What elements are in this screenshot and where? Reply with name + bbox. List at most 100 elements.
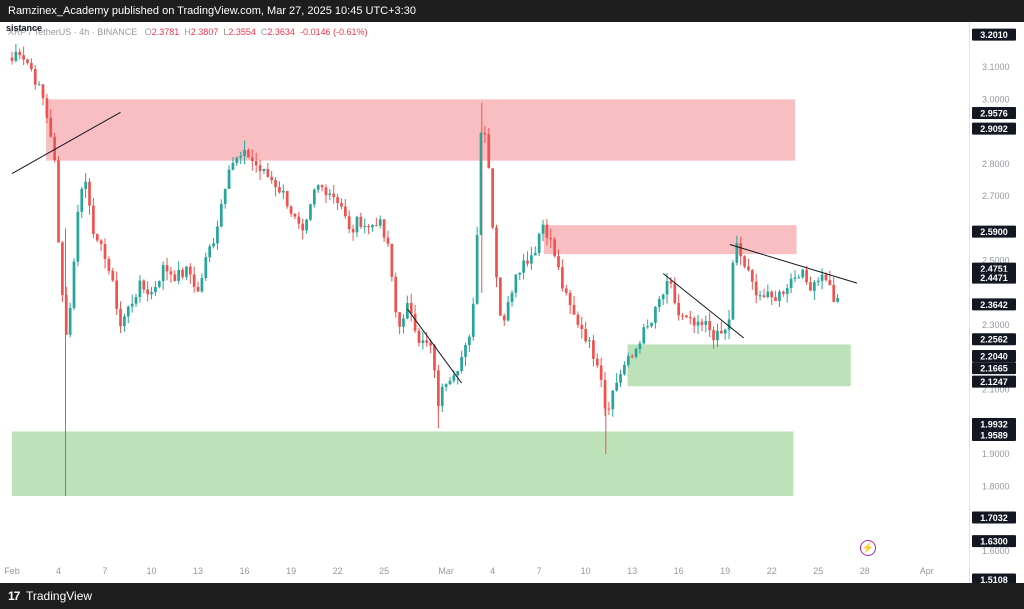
candle: [340, 198, 343, 210]
candle: [53, 132, 56, 163]
flash-icon[interactable]: ⚡: [860, 540, 876, 556]
candle: [49, 109, 53, 138]
candle-body: [739, 243, 743, 257]
candle: [526, 251, 529, 267]
price-tag-label: 2.3642: [980, 300, 1008, 310]
price-tag: 2.2040: [972, 350, 1016, 363]
x-axis[interactable]: Feb 4 7 10 13 16 19 22 25 Mar 4 7 10 13 16 19 22 25 28 Apr: [4, 566, 934, 576]
legend-close: 2.3634: [267, 27, 295, 37]
candle-body: [216, 226, 219, 244]
candle-body: [235, 157, 239, 163]
candle-body: [188, 266, 192, 275]
candle-body: [836, 298, 839, 302]
candle-body: [417, 330, 421, 343]
candle-body: [378, 219, 382, 226]
trendlines[interactable]: [11, 111, 858, 384]
candle-body: [681, 315, 684, 317]
candle-body: [398, 312, 401, 327]
y-tick-label: 1.6000: [982, 546, 1010, 556]
candle: [84, 173, 88, 199]
candle: [607, 401, 611, 415]
x-tick-label: 7: [103, 566, 108, 576]
x-tick-label: 13: [627, 566, 637, 576]
candle: [704, 315, 708, 333]
candle: [797, 274, 801, 279]
candle: [161, 261, 165, 291]
candle: [665, 273, 669, 304]
x-tick-label: 7: [537, 566, 542, 576]
candle: [297, 211, 301, 229]
price-tag: 2.2562: [972, 333, 1016, 346]
candle: [603, 371, 607, 416]
candle: [634, 347, 638, 359]
x-tick-label: 16: [240, 566, 250, 576]
candle: [266, 163, 270, 178]
candle: [33, 65, 37, 90]
x-tick-label: 25: [813, 566, 823, 576]
candle: [18, 48, 22, 60]
price-tag: 1.9589: [972, 429, 1016, 442]
candle: [541, 219, 545, 242]
price-chart[interactable]: 3.1000 3.0000 2.8000 2.7000 2.5000 2.3000 2.10…: [0, 22, 1024, 586]
candle: [289, 205, 293, 217]
candle-body: [448, 380, 452, 385]
candle-body: [537, 233, 541, 254]
price-tag: 1.9932: [972, 417, 1016, 430]
candle: [747, 258, 750, 272]
candle: [828, 270, 832, 286]
candle-body: [685, 315, 688, 318]
candle-body: [743, 256, 746, 267]
candle-body: [402, 318, 405, 327]
candle: [421, 331, 425, 350]
candle: [107, 256, 111, 275]
candle-body: [138, 280, 142, 298]
candle-body: [239, 155, 243, 158]
price-tag-bg: [972, 511, 1016, 524]
x-tick-label: Apr: [920, 566, 934, 576]
candle: [374, 217, 378, 227]
chart-legend: sistance XRP / TetherUS · 4h · BINANCE O…: [6, 23, 368, 37]
candle-body: [72, 261, 76, 308]
candle: [479, 131, 483, 235]
candle: [22, 46, 25, 66]
candle: [293, 213, 297, 220]
candle-body: [499, 277, 502, 316]
candle-body: [212, 243, 215, 247]
candle: [305, 218, 308, 234]
candle-body: [766, 291, 770, 298]
candle: [316, 184, 320, 193]
candle-body: [347, 216, 351, 230]
candle-body: [700, 321, 704, 325]
candle: [836, 293, 839, 303]
candle-body: [816, 280, 820, 283]
candle-body: [475, 234, 479, 304]
chart-area[interactable]: 3.1000 3.0000 2.8000 2.7000 2.5000 2.3000 2.10…: [0, 22, 1024, 586]
candle-body: [219, 203, 223, 227]
price-tag: 2.5900: [972, 225, 1016, 238]
x-tick-label: Feb: [4, 566, 20, 576]
price-tag-label: 2.2562: [980, 335, 1008, 345]
candle: [157, 280, 161, 289]
candles: [10, 43, 839, 496]
y-axis[interactable]: 3.1000 3.0000 2.8000 2.7000 2.5000 2.3000 2.10…: [982, 62, 1010, 556]
price-tag-label: 2.1247: [980, 377, 1008, 387]
candle: [805, 265, 808, 285]
candle-body: [126, 306, 130, 317]
candle: [809, 276, 812, 291]
candle-body: [258, 165, 262, 172]
candle-body: [92, 205, 95, 235]
candle: [522, 253, 525, 280]
candle-body: [774, 297, 777, 302]
candle: [545, 218, 549, 246]
candle: [650, 322, 653, 328]
candle: [37, 81, 41, 86]
candle-body: [53, 136, 56, 161]
y-tick-label: 2.7000: [982, 191, 1010, 201]
candle: [169, 267, 173, 283]
y-tick-label: 1.9000: [982, 449, 1010, 459]
candle-body: [243, 149, 246, 156]
candle: [324, 184, 328, 204]
candle: [45, 93, 49, 124]
candle-body: [405, 303, 409, 319]
